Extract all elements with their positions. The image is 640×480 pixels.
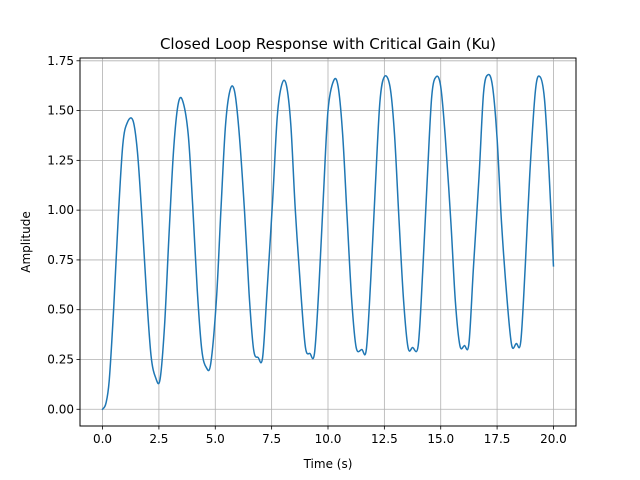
x-axis-label: Time (s)	[303, 457, 353, 471]
x-tick-label: 15.0	[427, 432, 454, 446]
x-tick-label: 12.5	[371, 432, 398, 446]
y-axis-label: Amplitude	[19, 211, 33, 273]
y-tick-label: 0.75	[47, 253, 74, 267]
chart-title: Closed Loop Response with Critical Gain …	[160, 35, 496, 53]
y-axis-ticks: 0.00 0.25 0.50 0.75 1.00 1.25 1.50 1.75	[47, 54, 80, 416]
x-tick-label: 10.0	[315, 432, 342, 446]
x-tick-label: 7.5	[262, 432, 281, 446]
y-tick-label: 0.50	[47, 303, 74, 317]
series-line-0	[101, 73, 555, 411]
y-tick-label: 0.25	[47, 352, 74, 366]
x-tick-label: 5.0	[206, 432, 225, 446]
y-tick-label: 1.00	[47, 203, 74, 217]
x-tick-label: 17.5	[484, 432, 511, 446]
x-axis-ticks: 0.0 2.5 5.0 7.5 10.0 12.5 15.0 17.5 20.0	[93, 426, 567, 446]
y-tick-label: 1.50	[47, 104, 74, 118]
plot-lines	[101, 73, 555, 411]
x-tick-label: 20.0	[540, 432, 567, 446]
y-tick-label: 0.00	[47, 402, 74, 416]
y-tick-label: 1.25	[47, 153, 74, 167]
x-tick-label: 0.0	[93, 432, 112, 446]
x-tick-label: 2.5	[149, 432, 168, 446]
y-tick-label: 1.75	[47, 54, 74, 68]
